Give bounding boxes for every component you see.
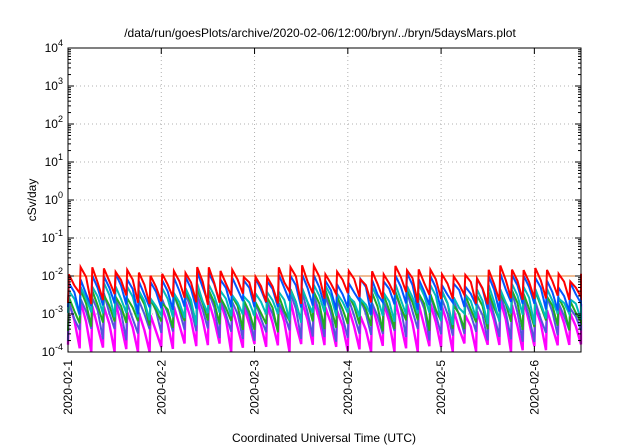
y-tick-label: 102 [45,114,63,131]
x-tick-label: 2020-02-2 [154,360,168,415]
y-tick-label: 101 [45,152,63,169]
y-tick-label: 10-1 [42,228,63,245]
y-tick-label: 103 [45,76,63,93]
y-tick-label: 104 [45,38,63,55]
y-axis-ticks: 10-4 10-3 10-2 10-1 100 101 102 103 104 [42,38,581,359]
x-tick-label: 2020-02-4 [341,360,355,415]
chart-title: /data/run/goesPlots/archive/2020-02-06/1… [124,26,516,40]
x-tick-label: 2020-02-5 [434,360,448,415]
y-tick-label: 100 [45,190,63,207]
series-group [66,261,583,353]
x-axis-ticks: 2020-02-1 2020-02-2 2020-02-3 2020-02-4 2020… [61,48,541,415]
y-tick-label: 10-4 [42,342,63,359]
y-tick-label: 10-2 [42,266,63,283]
x-tick-label: 2020-02-3 [248,360,262,415]
x-tick-label: 2020-02-6 [527,360,541,415]
y-tick-label: 10-3 [42,304,63,321]
y-axis-label: cSv/day [25,179,39,222]
x-tick-label: 2020-02-1 [61,360,75,415]
series-line [67,261,582,306]
x-axis-label: Coordinated Universal Time (UTC) [232,431,416,445]
